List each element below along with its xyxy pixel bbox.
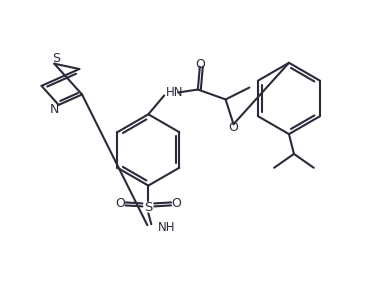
Text: O: O xyxy=(195,58,205,71)
Text: HN: HN xyxy=(166,86,184,99)
Text: O: O xyxy=(171,197,181,210)
Text: N: N xyxy=(50,103,59,116)
Text: NH: NH xyxy=(158,221,176,234)
Text: O: O xyxy=(116,197,126,210)
Text: S: S xyxy=(144,201,153,214)
Text: O: O xyxy=(229,121,239,134)
Text: S: S xyxy=(52,52,60,65)
